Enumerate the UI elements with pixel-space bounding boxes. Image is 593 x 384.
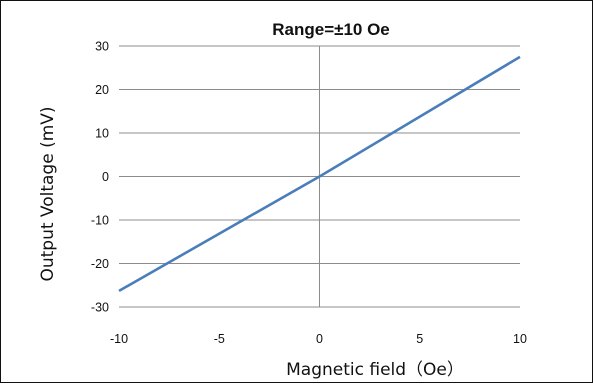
series-line: [118, 55, 521, 293]
x-tick-label: 0: [316, 332, 323, 346]
y-tick-label: -30: [91, 301, 109, 315]
y-tick-label: -10: [91, 214, 109, 228]
x-tick-label: 10: [513, 332, 527, 346]
x-axis-label: Magnetic field（Oe）: [286, 360, 464, 380]
y-axis-label: Output Voltage (mV): [38, 106, 58, 281]
x-tick-label: -5: [214, 332, 225, 346]
x-tick-label: -10: [110, 332, 128, 346]
y-tick-label: 30: [95, 40, 109, 54]
y-tick-label: -20: [91, 257, 109, 271]
chart-title: Range=±10 Oe: [272, 20, 390, 39]
y-tick-label: 0: [102, 170, 109, 184]
y-tick-label: 20: [95, 83, 109, 97]
x-tick-label: 5: [416, 332, 423, 346]
y-tick-label: 10: [95, 127, 109, 141]
